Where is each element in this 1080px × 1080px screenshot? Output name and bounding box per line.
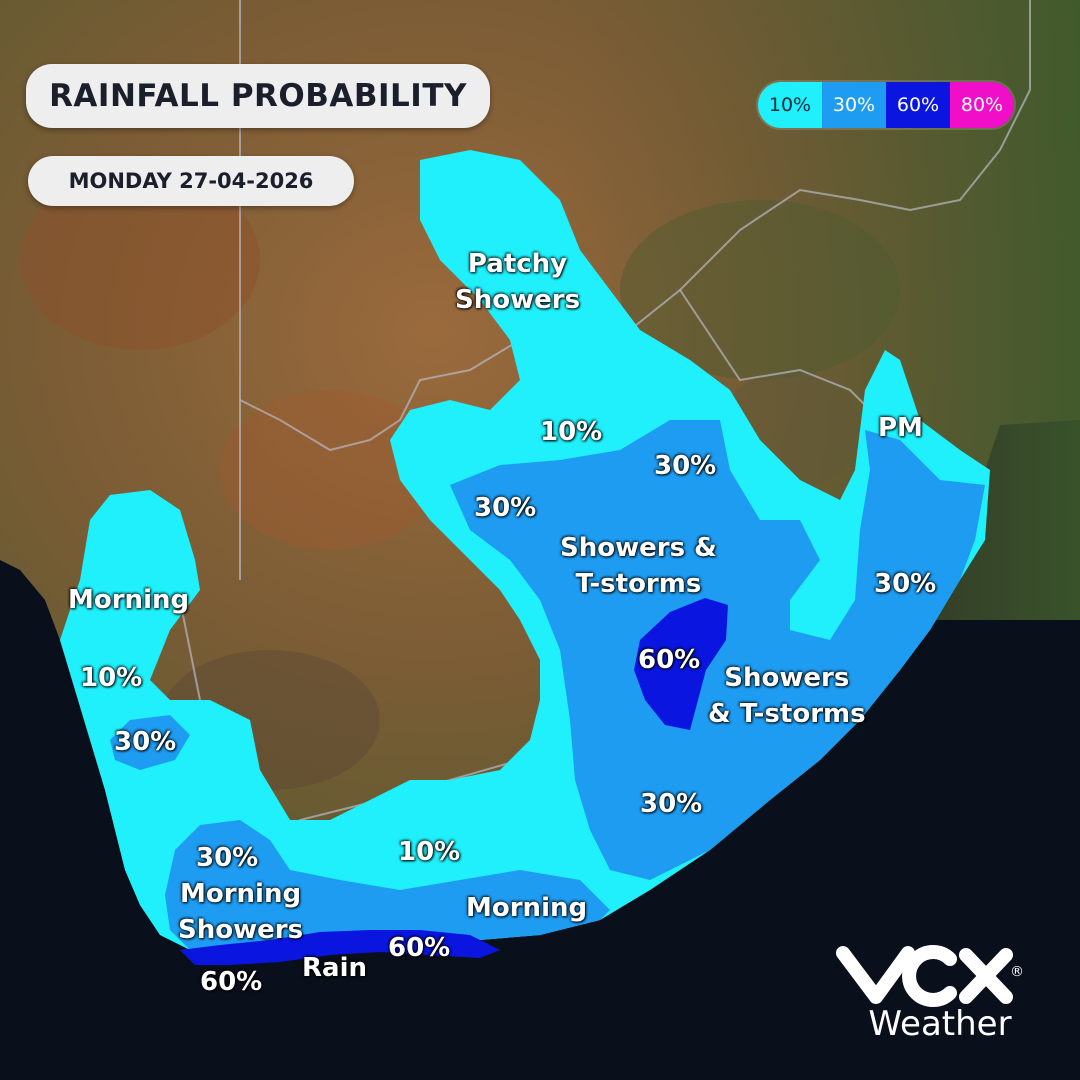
label-10pct-north: 10% <box>540 417 603 447</box>
brand-subtitle: Weather <box>868 1004 1012 1044</box>
title-pill: RAINFALL PROBABILITY <box>26 64 490 128</box>
label-30pct-center: 30% <box>474 493 537 523</box>
legend-item-80: 80% <box>950 82 1014 128</box>
label-30pct-west: 30% <box>114 727 177 757</box>
vox-logo <box>836 945 1013 1007</box>
label-30pct-northeast: 30% <box>654 451 717 481</box>
probability-legend: 10% 30% 60% 80% <box>758 82 1014 128</box>
zone-60pct <box>180 598 728 965</box>
label-10pct-west: 10% <box>80 663 143 693</box>
label-morning-west: Morning <box>68 585 190 615</box>
label-showers-tstorms-center: Showers & T-storms <box>560 533 717 599</box>
legend-item-10: 10% <box>758 82 822 128</box>
forecast-date: MONDAY 27-04-2026 <box>68 169 314 193</box>
label-30pct-southwest: 30% <box>196 843 259 873</box>
land-texture <box>620 200 900 380</box>
legend-item-60: 60% <box>886 82 950 128</box>
land-texture <box>20 170 260 350</box>
label-morning-showers: Morning Showers <box>178 879 304 945</box>
legend-item-30: 30% <box>822 82 886 128</box>
brand-registered-mark: ® <box>1010 964 1024 980</box>
label-60pct-south: 60% <box>388 933 451 963</box>
label-pm: PM <box>878 413 923 443</box>
label-10pct-south: 10% <box>398 837 461 867</box>
map-title: RAINFALL PROBABILITY <box>49 78 467 114</box>
label-60pct-center: 60% <box>638 645 701 675</box>
label-patchy-showers: Patchy Showers <box>455 249 581 315</box>
label-30pct-east: 30% <box>874 569 937 599</box>
label-showers-tstorms-east: Showers & T-storms <box>708 663 866 729</box>
label-rain: Rain <box>302 953 367 983</box>
label-morning-south: Morning <box>466 893 588 923</box>
label-30pct-south: 30% <box>640 789 703 819</box>
label-60pct-southwest: 60% <box>200 967 263 997</box>
date-pill: MONDAY 27-04-2026 <box>28 156 354 206</box>
